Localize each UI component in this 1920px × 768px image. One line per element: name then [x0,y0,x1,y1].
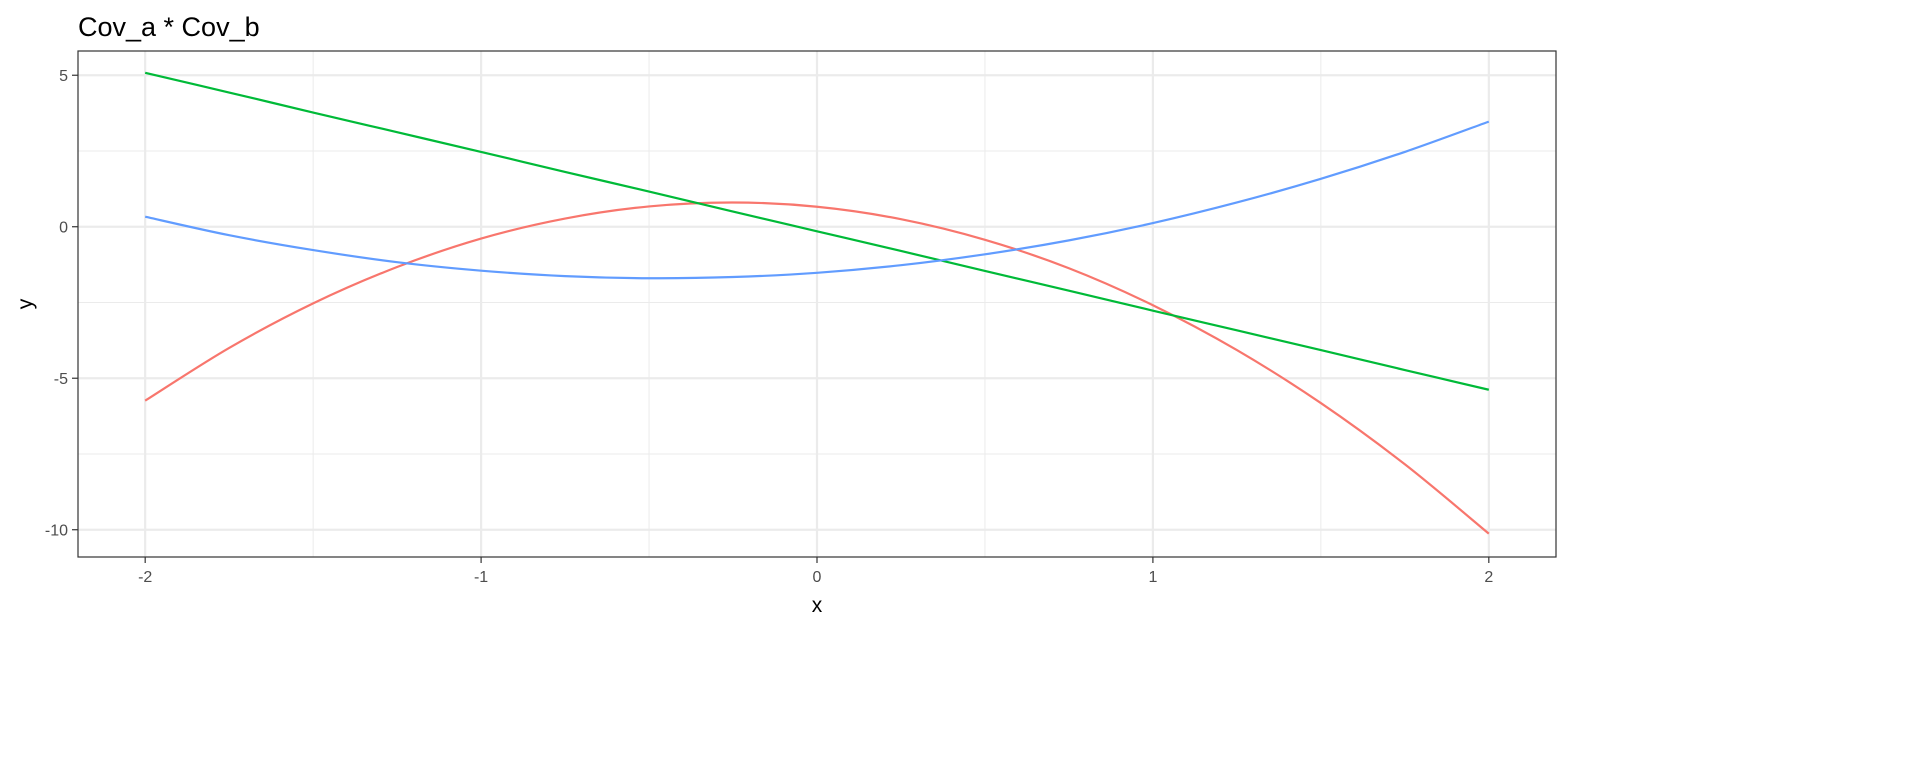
series-line-2 [144,71,1490,391]
x-tick-label: -1 [474,569,488,586]
series-line-3 [144,120,1490,280]
chart-title: Cov_a * Cov_b [78,12,260,42]
series-line-1 [144,201,1490,535]
grid [78,51,1556,557]
y-axis-title: y [14,298,37,309]
x-axis: -2 -1 0 1 2 [138,557,1493,586]
x-tick-label: 2 [1484,569,1493,586]
y-tick-label: -10 [45,523,68,540]
y-tick-label: -5 [54,371,68,388]
y-axis: 5 0 -5 -10 [45,68,78,540]
series-lines [144,71,1490,535]
x-tick-label: 0 [813,569,822,586]
x-tick-label: -2 [138,569,152,586]
y-tick-label: 0 [59,220,68,237]
y-tick-label: 5 [59,68,68,85]
x-tick-label: 1 [1148,569,1157,586]
x-axis-title: x [812,594,823,617]
